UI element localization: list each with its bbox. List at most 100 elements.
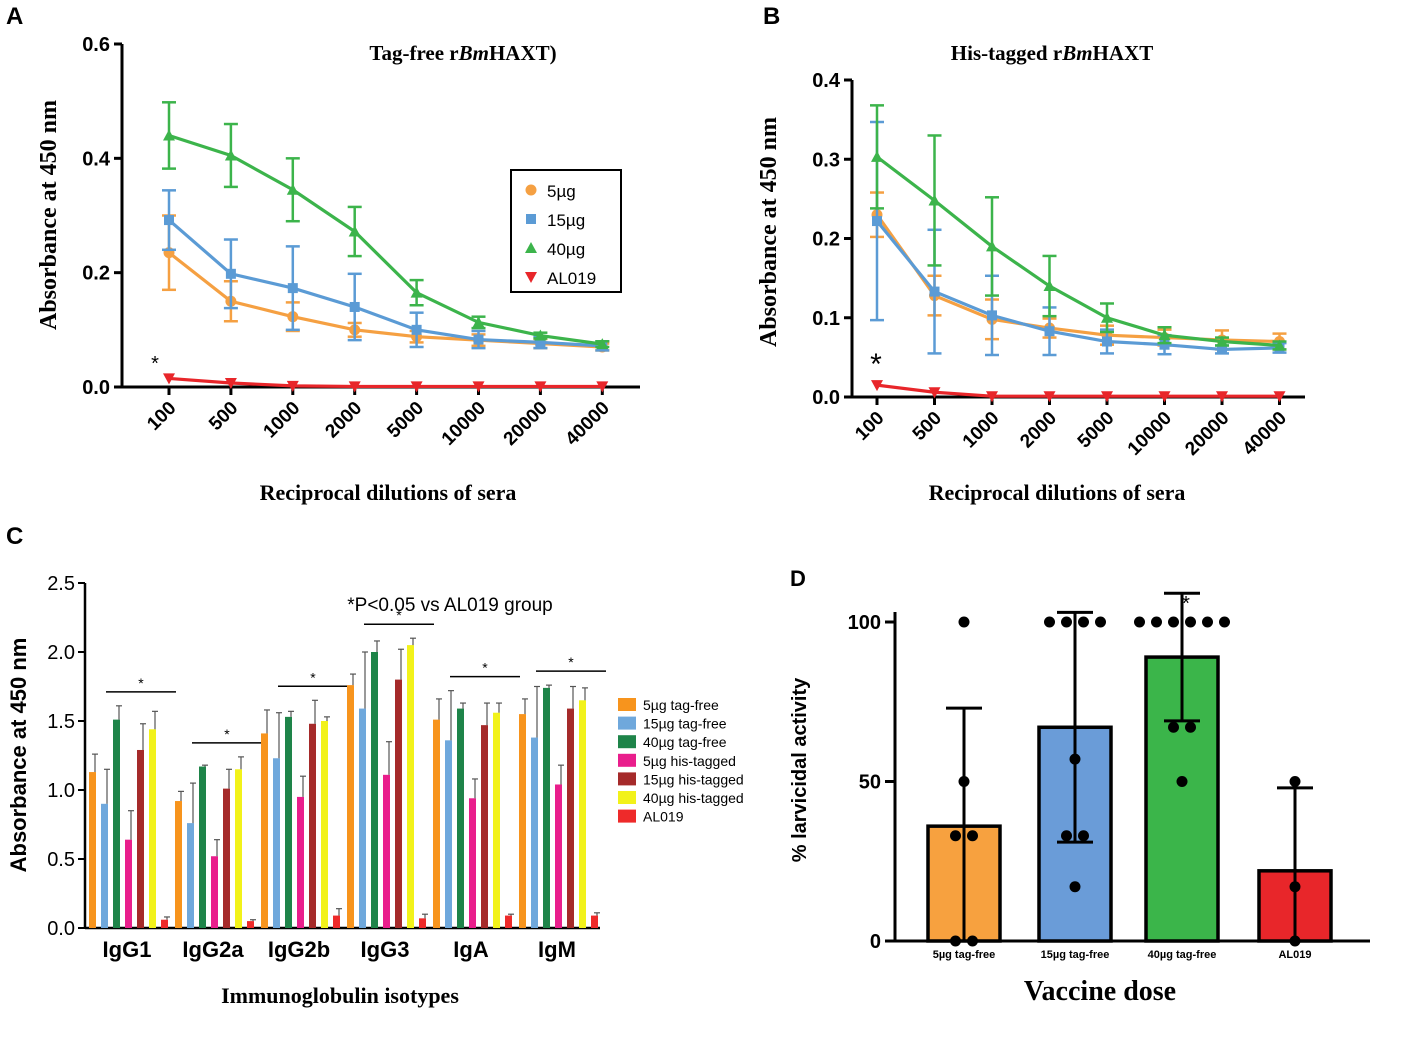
panel-c-bar-40ghistagged — [407, 645, 414, 928]
panel-d-data-point — [1289, 881, 1301, 893]
panel-c-legend-swatch — [618, 735, 636, 749]
panel-b-x-tick-label: 100 — [851, 408, 888, 445]
panel-c-legend-label: 40µg his-tagged — [643, 790, 744, 806]
panel-c-x-tick-label: IgG3 — [361, 937, 410, 962]
panel-c-significance-star: * — [568, 654, 574, 670]
panel-b-y-tick-label: 0.0 — [812, 387, 840, 409]
panel-d-data-point — [950, 830, 961, 842]
panel-c-bar-al019 — [419, 918, 426, 928]
panel-b-series-al019-point — [1273, 391, 1286, 403]
panel-a-series-15g-point — [164, 215, 174, 226]
panel-c-bar-5ghistagged — [125, 839, 132, 928]
panel-d-data-point — [1289, 935, 1301, 947]
panel-c-bar-al019 — [333, 915, 340, 928]
panel-a-series-40g-line — [168, 133, 603, 346]
panel-c-xlabel: Immunoglobulin isotypes — [221, 983, 459, 1008]
panel-a-legend-label: AL019 — [547, 269, 596, 288]
panel-d-data-point — [1069, 881, 1081, 893]
panel-d-y-tick-label: 0 — [870, 931, 881, 953]
panel-b-series-15g-point — [987, 310, 997, 321]
panel-c-x-tick-label: IgG1 — [103, 937, 152, 962]
panel-label-c: C — [6, 523, 23, 550]
panel-a-series-al019-point — [534, 381, 547, 393]
panel-c-bar-5ghistagged — [383, 774, 390, 928]
panel-c-bar-5gtagfree — [347, 685, 354, 928]
panel-b-y-tick-label: 0.3 — [812, 149, 840, 171]
panel-c-significance-star: * — [138, 675, 144, 691]
panel-c-y-tick-label: 1.5 — [47, 711, 75, 733]
panel-a-y-tick-label: 0.0 — [82, 377, 110, 399]
panel-b-significance-star: * — [870, 348, 882, 381]
panel-c-bar-5gtagfree — [175, 801, 182, 928]
panel-a-legend-label: 5µg — [547, 182, 576, 201]
panel-c-bar-15ghistagged — [223, 788, 230, 928]
panel-a-series-15g-point — [473, 334, 484, 345]
panel-c-significance-star: * — [396, 607, 402, 623]
panel-a-title: Tag-free rBmHAXT) — [369, 41, 556, 65]
panel-c-legend-label: 40µg tag-free — [643, 734, 727, 750]
panel-c-bar-40ghistagged — [321, 721, 328, 928]
panel-a-y-tick-label: 0.6 — [82, 34, 110, 56]
panel-b-x-tick-label: 1000 — [959, 408, 1004, 453]
panel-d-data-point — [1069, 753, 1081, 765]
panel-b-series-40g-point — [1273, 339, 1286, 351]
panel-c-legend-label: 5µg tag-free — [643, 697, 719, 713]
panel-c-chart: 0.0 0.5 1.0 1.5 2.0 2.5 * IgG1 * IgG2a * IgG2b * IgG3… — [47, 573, 744, 962]
panel-d-y-tick-label: 50 — [859, 772, 881, 794]
panel-c-bar-al019 — [161, 919, 168, 928]
panel-d-x-tick-label: 15µg tag-free — [1041, 949, 1110, 961]
panel-c-bar-40ghistagged — [235, 769, 242, 928]
panel-c-bar-al019 — [591, 915, 598, 928]
panel-b-series-al019-point — [1043, 391, 1056, 403]
panel-d-ylabel: % larvicidal activity — [789, 677, 811, 862]
panel-d-data-point — [967, 830, 978, 842]
panel-c-ylabel: Absorbance at 450 nm — [6, 638, 31, 873]
panel-d-data-point — [1202, 616, 1213, 628]
panel-c-legend-label: 5µg his-tagged — [643, 753, 736, 769]
panel-b-series-15g-point — [1217, 344, 1227, 355]
panel-d-data-point — [950, 935, 961, 947]
panel-a-series-40g-point — [163, 129, 175, 141]
panel-d-data-point — [1061, 616, 1072, 628]
panel-d-y-tick-label: 100 — [848, 612, 881, 634]
panel-c-bar-40gtagfree — [285, 716, 292, 928]
panel-label-b: B — [763, 3, 780, 30]
panel-c-y-tick-label: 2.0 — [47, 642, 75, 664]
panel-c-bar-40gtagfree — [113, 719, 120, 928]
panel-b-series-15g-line — [875, 220, 1280, 352]
panel-a-ylabel: Absorbance at 450 nm — [36, 100, 62, 330]
panel-a-significance-star: * — [151, 353, 159, 375]
panel-a-series-15g-point — [411, 324, 422, 335]
panel-c-significance-star: * — [224, 726, 230, 742]
panel-b-series-40g-point — [1158, 329, 1171, 341]
panel-a-series-40g-point — [224, 149, 237, 161]
panel-d-data-point — [1044, 616, 1055, 628]
panel-b-y-tick-label: 0.1 — [812, 308, 840, 330]
panel-a-chart: 0.0 0.2 0.4 0.6 100 500 1000 2000 5000 10000 20000… — [82, 34, 640, 450]
panel-d-x-tick-label: 40µg tag-free — [1148, 949, 1217, 961]
panel-b-chart: 0.0 0.1 0.2 0.3 0.4 100 500 1000 2000 5000 10000 20… — [812, 70, 1305, 460]
panel-c-bar-40ghistagged — [579, 700, 586, 928]
panel-a-x-tick-label: 5000 — [383, 398, 428, 443]
panel-b-x-tick-label: 10000 — [1124, 408, 1176, 460]
panel-a-series-40g-point — [534, 329, 547, 341]
panel-c-y-tick-label: 0.0 — [47, 918, 75, 940]
panel-b-series-40g-point — [871, 150, 883, 162]
panel-c-x-tick-label: IgG2a — [182, 937, 244, 962]
panel-b-title: His-tagged rBmHAXT — [951, 41, 1153, 65]
panel-a-series-40g-point — [348, 225, 361, 237]
panel-d-data-point — [1061, 830, 1072, 842]
panel-c-bar-15ghistagged — [309, 723, 316, 928]
panel-c-legend-swatch — [618, 698, 636, 711]
panel-a-series-15g-point — [225, 268, 236, 279]
panel-d-data-point — [958, 616, 970, 628]
panel-a-series-al019-point — [472, 381, 485, 393]
panel-b-series-40g-point — [928, 194, 941, 206]
panel-c-significance-star: * — [310, 669, 316, 685]
panel-c-x-tick-label: IgG2b — [268, 937, 330, 962]
panel-a-series-40g-point — [410, 286, 423, 298]
panel-d-data-point — [1134, 616, 1145, 628]
panel-b-series-40g-point — [986, 240, 998, 252]
panel-c-bar-40gtagfree — [543, 687, 550, 928]
